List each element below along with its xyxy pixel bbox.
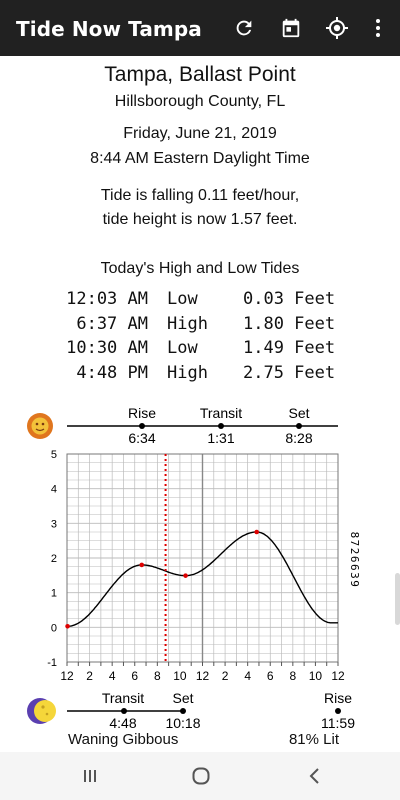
tide-extremum-point bbox=[65, 623, 70, 629]
table-row: 4:48 PM High 2.75 Feet bbox=[50, 363, 350, 388]
x-tick-label: 10 bbox=[173, 669, 187, 683]
y-tick-label: 4 bbox=[51, 484, 57, 496]
back-button[interactable] bbox=[303, 764, 327, 788]
tide-height: 0.03 Feet bbox=[243, 289, 336, 309]
x-tick-label: 4 bbox=[244, 669, 251, 683]
tide-time: 6:37 AM bbox=[76, 313, 148, 334]
recents-button[interactable] bbox=[78, 764, 102, 788]
moonset-time: 10:18 bbox=[165, 715, 200, 728]
station-name: Tampa, Ballast Point bbox=[104, 63, 296, 86]
tide-curve bbox=[67, 531, 338, 627]
x-tick-label: 12 bbox=[196, 669, 210, 683]
sunset-time: 8:28 bbox=[285, 430, 312, 446]
moonrise-label: Rise bbox=[324, 690, 352, 706]
tide-height: 1.80 Feet bbox=[243, 313, 336, 334]
tide-time: 4:48 PM bbox=[76, 362, 148, 383]
table-row: 6:37 AM High 1.80 Feet bbox=[50, 314, 350, 339]
current-time: 8:44 AM Eastern Daylight Time bbox=[90, 150, 310, 167]
calendar-icon[interactable] bbox=[279, 16, 303, 40]
sunrise-label: Rise bbox=[128, 405, 156, 421]
y-tick-label: -1 bbox=[47, 657, 57, 669]
x-tick-label: 6 bbox=[267, 669, 274, 683]
tide-extremum-point bbox=[254, 529, 259, 535]
y-tick-label: 1 bbox=[51, 588, 57, 600]
moonset-marker bbox=[180, 708, 186, 714]
x-tick-label: 8 bbox=[154, 669, 161, 683]
tide-kind: Low bbox=[167, 338, 198, 358]
moonrise-marker bbox=[335, 708, 341, 714]
tide-status-height: tide height is now 1.57 feet. bbox=[102, 211, 298, 228]
sunset-marker bbox=[296, 423, 302, 429]
sun-icon bbox=[27, 413, 53, 439]
tide-chart[interactable]: Rise Transit Set 6:34 1:31 8:28 12 2 4 6 8 10… bbox=[0, 398, 400, 728]
tide-kind: Low bbox=[167, 289, 198, 309]
tide-kind: High bbox=[167, 313, 208, 334]
x-tick-label: 12 bbox=[60, 669, 74, 683]
moonrise-time: 11:59 bbox=[321, 715, 355, 728]
more-vert-icon[interactable] bbox=[366, 16, 390, 40]
x-tick-label: 8 bbox=[289, 669, 296, 683]
sun-transit-time: 1:31 bbox=[207, 430, 234, 446]
sunset-label: Set bbox=[288, 405, 309, 421]
sunrise-marker bbox=[139, 423, 145, 429]
app-title: Tide Now Tampa bbox=[16, 17, 202, 41]
sunrise-time: 6:34 bbox=[128, 430, 155, 446]
y-tick-label: 0 bbox=[51, 622, 57, 634]
moon-transit-marker bbox=[121, 708, 127, 714]
sun-transit-marker bbox=[218, 423, 224, 429]
table-row: 10:30 AM Low 1.49 Feet bbox=[50, 338, 350, 363]
y-tick-label: 5 bbox=[51, 449, 57, 461]
county-name: Hillsborough County, FL bbox=[114, 93, 286, 110]
refresh-icon[interactable] bbox=[232, 16, 256, 40]
x-tick-label: 2 bbox=[222, 669, 229, 683]
app-bar: Tide Now Tampa bbox=[0, 0, 400, 56]
scrollbar-thumb[interactable] bbox=[395, 573, 400, 625]
system-nav-bar bbox=[0, 752, 400, 800]
chart-grid bbox=[66, 453, 339, 663]
moon-illumination: 81% Lit bbox=[288, 731, 339, 748]
tide-height: 1.49 Feet bbox=[243, 338, 336, 358]
tide-time: 10:30 AM bbox=[66, 338, 148, 358]
station-id-label: 8726639 bbox=[348, 532, 361, 589]
my-location-icon[interactable] bbox=[325, 16, 349, 40]
tides-table-title: Today's High and Low Tides bbox=[100, 260, 300, 277]
tide-kind: High bbox=[167, 362, 208, 383]
x-tick-label: 12 bbox=[331, 669, 345, 683]
tide-status-rate: Tide is falling 0.11 feet/hour, bbox=[100, 187, 300, 204]
home-button[interactable] bbox=[189, 764, 213, 788]
moon-phase: Waning Gibbous bbox=[68, 731, 179, 748]
moon-transit-label: Transit bbox=[102, 690, 144, 706]
x-tick-label: 6 bbox=[131, 669, 138, 683]
x-tick-label: 4 bbox=[109, 669, 116, 683]
current-date: Friday, June 21, 2019 bbox=[123, 125, 277, 142]
sun-transit-label: Transit bbox=[200, 405, 242, 421]
tide-curve-group bbox=[65, 454, 338, 662]
moon-transit-time: 4:48 bbox=[109, 715, 136, 728]
tide-extremum-point bbox=[183, 573, 188, 578]
tide-time: 12:03 AM bbox=[66, 289, 148, 309]
tide-extremum-point bbox=[139, 562, 145, 568]
tide-height: 2.75 Feet bbox=[243, 362, 336, 383]
y-tick-label: 2 bbox=[51, 553, 57, 565]
moonset-label: Set bbox=[172, 690, 193, 706]
x-tick-label: 10 bbox=[309, 669, 323, 683]
x-tick-label: 2 bbox=[86, 669, 93, 683]
moon-icon bbox=[27, 698, 56, 724]
tides-table: 12:03 AM Low 0.03 Feet 6:37 AM High 1.80… bbox=[50, 289, 350, 387]
table-row: 12:03 AM Low 0.03 Feet bbox=[50, 289, 350, 314]
y-tick-label: 3 bbox=[51, 518, 57, 530]
